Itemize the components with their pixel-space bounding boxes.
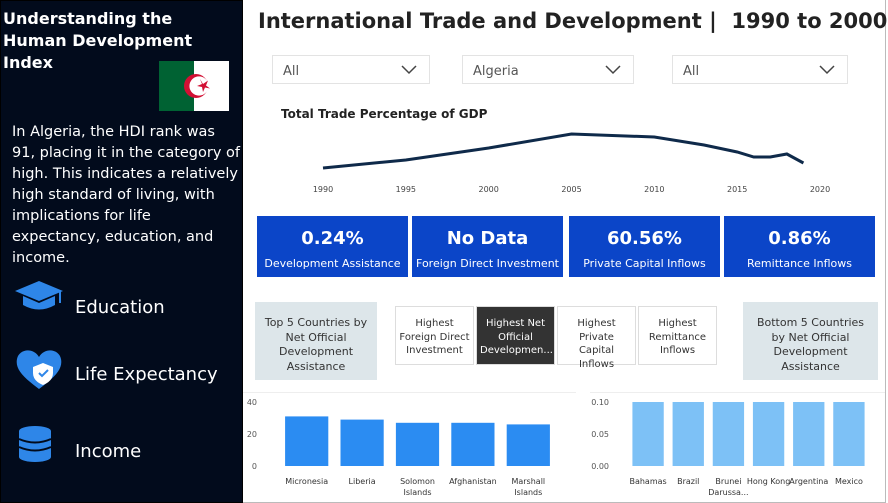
bar (752, 402, 785, 466)
chevron (401, 65, 417, 75)
metric-button[interactable]: Highest Remittance Inflows (638, 306, 717, 365)
x-tick-label: 2020 (810, 185, 830, 194)
bar-chart: 0.00 0.05 0.10 Bahamas Brazil Brunei Darussa..… (590, 392, 885, 497)
bar (712, 402, 745, 466)
x-tick-label: 1995 (396, 185, 416, 194)
kpi-card: No Data Foreign Direct Investment (412, 216, 563, 277)
bottom-toggle[interactable]: Bottom 5 Countries by Net Official Devel… (743, 302, 878, 380)
kpi-value: 0.24% (301, 228, 364, 249)
nav-link[interactable]: Income (75, 441, 142, 462)
kpi-label: Foreign Direct Investment (416, 257, 559, 270)
x-tick-label: 2015 (727, 185, 747, 194)
nav-link[interactable]: Education (75, 297, 165, 318)
y-tick-label: 0 (252, 462, 257, 471)
x-tick-label: Hong Kong (747, 477, 791, 486)
x-tick-label: Argentina (789, 477, 828, 486)
icons (15, 281, 63, 462)
page-title: International Trade and Development | 19… (258, 9, 888, 33)
bar (451, 422, 495, 466)
x-tick-label: Liberia (349, 477, 376, 486)
sidebar: Understanding the Human Development Inde… (0, 0, 243, 503)
sidebar-title: Understanding the Human Development Inde… (3, 9, 193, 72)
bar (395, 422, 440, 466)
kpi-label: Private Capital Inflows (583, 257, 706, 270)
kpi-card: 0.24% Development Assistance (257, 216, 408, 277)
x-tick-label: Solomon Islands (400, 477, 435, 497)
kpi-value: 60.56% (607, 228, 682, 249)
y-tick-label: 0.10 (591, 398, 609, 407)
top-toggle[interactable]: Top 5 Countries by Net Official Developm… (255, 302, 377, 380)
metric-button[interactable]: Highest Foreign Direct Investment (395, 306, 474, 365)
flag (159, 61, 229, 111)
y-tick-label: 40 (247, 398, 257, 407)
bar (793, 402, 825, 466)
kpi-card: 60.56% Private Capital Inflows (569, 216, 720, 277)
description: In Algeria, the HDI rank was 91, placing… (12, 124, 241, 266)
metric-button[interactable]: Highest Private Capital Inflows (557, 306, 636, 370)
x-tick-label: Micronesia (285, 477, 328, 486)
x-tick-label: 2005 (561, 185, 581, 194)
bar (672, 402, 704, 466)
x-tick-label: Marshall Islands (511, 477, 545, 497)
chart-title: Total Trade Percentage of GDP (281, 107, 488, 121)
x-tick-label: Brazil (677, 477, 699, 486)
line-chart: Total Trade Percentage of GDP 1990 1995 200… (281, 107, 830, 194)
bar (506, 424, 550, 466)
bar-chart: 0 20 40 Micronesia Liberia Solomon Islands Afgh… (243, 392, 576, 497)
bar (340, 419, 384, 466)
kpi-value: 0.86% (768, 228, 831, 249)
bar (833, 402, 865, 466)
chevron (605, 65, 621, 75)
bar (285, 416, 329, 466)
x-tick-label: 1990 (313, 185, 333, 194)
x-tick-label: Bahamas (629, 477, 666, 486)
y-tick-label: 20 (247, 430, 257, 439)
bar (632, 402, 664, 466)
kpi-label: Development Assistance (264, 257, 401, 270)
x-tick-label: 2000 (478, 185, 498, 194)
dropdown[interactable]: All (272, 55, 430, 84)
x-tick-label: Brunei Darussa... (708, 477, 748, 497)
kpi-value: No Data (446, 228, 529, 249)
trade-line (322, 132, 805, 170)
x-tick-label: 2010 (644, 185, 664, 194)
dropdown[interactable]: Algeria (462, 55, 634, 84)
kpi-label: Remittance Inflows (747, 257, 852, 270)
x-tick-label: Afghanistan (449, 477, 497, 486)
chevron (819, 65, 835, 75)
kpi-card: 0.86% Remittance Inflows (724, 216, 875, 277)
y-tick-label: 0.00 (591, 462, 609, 471)
x-tick-label: Mexico (835, 477, 863, 486)
dropdown[interactable]: All (672, 55, 848, 84)
metric-button[interactable]: Highest Net Official Developmen... (476, 306, 555, 365)
y-tick-label: 0.05 (591, 430, 609, 439)
nav-link[interactable]: Life Expectancy (75, 364, 218, 385)
